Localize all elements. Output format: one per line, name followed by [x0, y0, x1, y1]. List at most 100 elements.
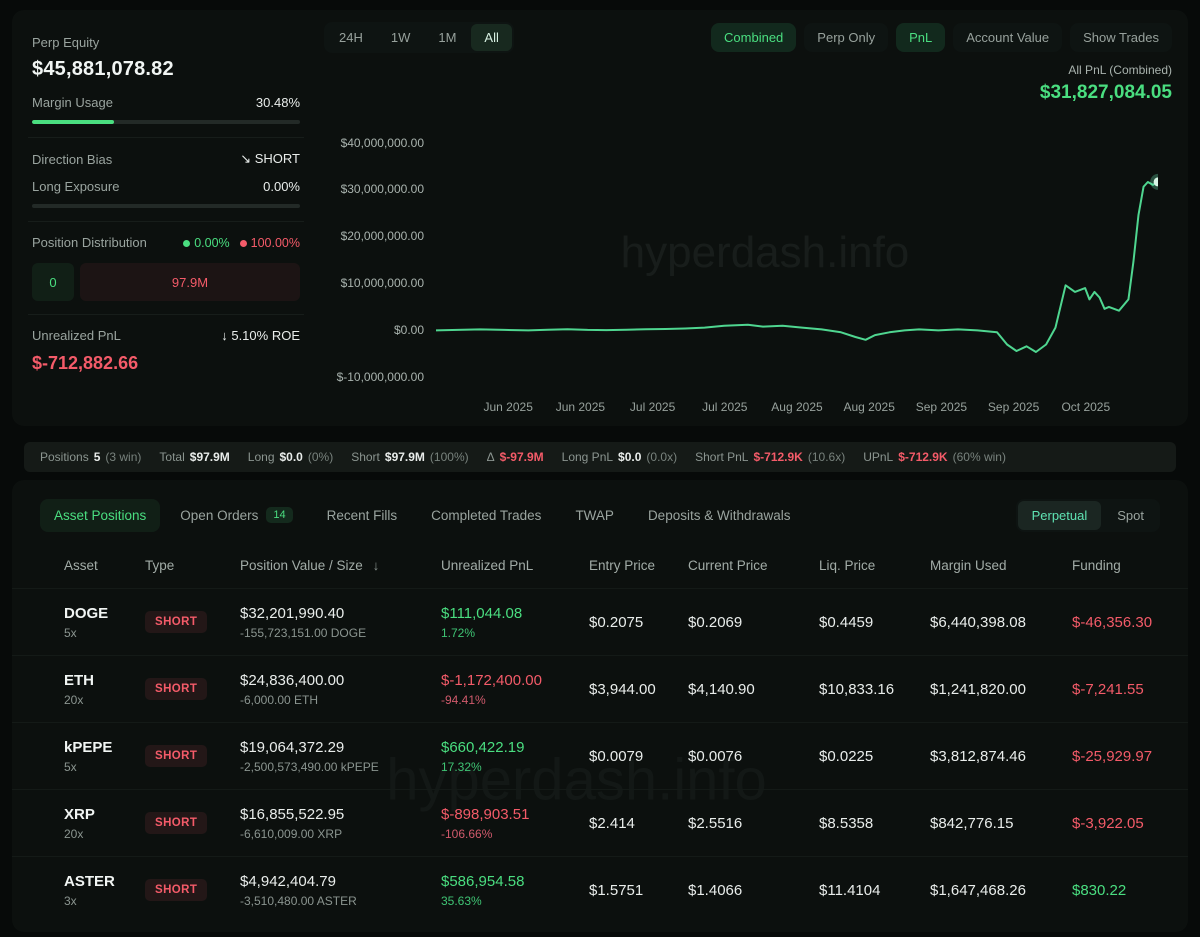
mode-button-account-value[interactable]: Account Value [953, 23, 1063, 52]
column-header-entry-price[interactable]: Entry Price [589, 557, 656, 573]
margin-used-cell: $6,440,398.08 [930, 613, 1026, 631]
unrealized-pnl-pct: -106.66% [441, 826, 493, 841]
short-arrow-icon: ↘ [240, 151, 252, 166]
stat-value: $0.0 [618, 450, 642, 464]
current-price-cell: $0.2069 [688, 613, 743, 631]
position-value: $19,064,372.29 [240, 738, 345, 756]
stat-suffix: (60% win) [952, 450, 1006, 464]
column-header-margin-used[interactable]: Margin Used [930, 557, 1007, 573]
asset-leverage: 20x [64, 692, 84, 707]
asset-leverage: 20x [64, 826, 84, 841]
entry-price-cell: $0.0079 [589, 747, 644, 765]
unrealized-pnl-label: Unrealized PnL [32, 328, 121, 343]
position-size: -6,610,009.00 XRP [240, 826, 343, 841]
unrealized-pnl-cell: $-898,903.51 -106.66% [441, 806, 589, 841]
pnl-line-chart [436, 173, 1158, 390]
column-header-unrealized-pnl[interactable]: Unrealized PnL [441, 557, 534, 573]
unrealized-pnl-section: Unrealized PnL ↓ 5.10% ROE $-712,882.66 [28, 315, 304, 387]
stat-suffix: (10.6x) [807, 450, 846, 464]
column-header-liq-price[interactable]: Liq. Price [819, 557, 876, 573]
tab-label: Recent Fills [326, 507, 398, 523]
toggle-perpetual[interactable]: Perpetual [1017, 500, 1102, 530]
y-axis-label: $40,000,000.00 [340, 135, 424, 150]
unrealized-pnl-pct: -94.41% [441, 692, 486, 707]
position-row-aster[interactable]: ASTER 3x SHORT $4,942,404.79 -3,510,480.00 A… [12, 856, 1188, 923]
position-size: -3,510,480.00 ASTER [240, 893, 357, 908]
unrealized-pnl-value: $660,422.19 [441, 738, 525, 756]
unrealized-pnl-pct: 35.63% [441, 893, 482, 908]
position-row-eth[interactable]: ETH 20x SHORT $24,836,400.00 -6,000.00 ETH $-… [12, 655, 1188, 722]
open-orders-count-badge: 14 [266, 507, 293, 523]
stat-value: $97.9M [384, 450, 425, 464]
type-cell: SHORT [145, 678, 240, 700]
tab-completed-trades[interactable]: Completed Trades [417, 499, 555, 532]
stat-value: 5 [93, 450, 101, 464]
range-tab-1m[interactable]: 1M [425, 24, 469, 51]
stat-item-δ: Δ $-97.9M [487, 450, 544, 464]
roe-value: ↓ 5.10% ROE [221, 328, 300, 343]
tab-deposits-withdrawals[interactable]: Deposits & Withdrawals [634, 499, 805, 532]
liq-price-cell: $10,833.16 [819, 680, 895, 698]
position-row-kpepe[interactable]: kPEPE 5x SHORT $19,064,372.29 -2,500,573,490… [12, 722, 1188, 789]
tab-twap[interactable]: TWAP [561, 499, 628, 532]
stat-label: Long PnL [561, 450, 614, 464]
distribution-legend: 0.00% 100.00% [183, 236, 300, 250]
current-price-cell: $1.4066 [688, 881, 743, 899]
mode-button-perp-only[interactable]: Perp Only [804, 23, 889, 52]
toggle-spot[interactable]: Spot [1103, 501, 1158, 530]
mode-button-combined[interactable]: Combined [711, 23, 797, 52]
unrealized-pnl-value: $-1,172,400.00 [441, 671, 542, 689]
perp-equity-section: Perp Equity $45,881,078.82 Margin Usage … [28, 22, 304, 138]
column-header-position-value-size[interactable]: Position Value / Size ↓ [240, 557, 380, 573]
down-arrow-icon: ↓ [221, 328, 228, 343]
tab-recent-fills[interactable]: Recent Fills [313, 499, 412, 532]
position-value-cell: $32,201,990.40 -155,723,151.00 DOGE [240, 605, 441, 640]
asset-leverage: 5x [64, 759, 77, 774]
mode-button-show-trades[interactable]: Show Trades [1070, 23, 1172, 52]
column-header-current-price[interactable]: Current Price [688, 557, 768, 573]
margin-usage-bar-fill [32, 120, 114, 124]
x-axis-label: Aug 2025 [843, 400, 895, 414]
long-exposure-bar [32, 204, 300, 208]
unrealized-pnl-cell: $-1,172,400.00 -94.41% [441, 672, 589, 707]
entry-price-cell: $0.2075 [589, 613, 644, 631]
stat-value: $-712.9K [753, 450, 803, 464]
range-tab-all[interactable]: All [471, 24, 512, 51]
asset-name: kPEPE [64, 738, 113, 756]
range-tab-1w[interactable]: 1W [378, 24, 424, 51]
tab-asset-positions[interactable]: Asset Positions [40, 498, 161, 532]
chart-endpoint-dot [1153, 177, 1158, 187]
range-tab-24h[interactable]: 24H [326, 24, 376, 51]
x-axis-label: Jul 2025 [702, 400, 748, 414]
account-summary-panel: Perp Equity $45,881,078.82 Margin Usage … [28, 22, 304, 418]
short-dist-legend: 100.00% [239, 236, 300, 250]
type-cell: SHORT [145, 745, 240, 767]
short-badge: SHORT [145, 678, 208, 700]
tab-label: Completed Trades [431, 507, 542, 523]
unrealized-pnl-value: $-898,903.51 [441, 805, 530, 823]
stat-item-long: Long $0.0 (0%) [248, 450, 333, 464]
column-header-asset[interactable]: Asset [64, 557, 98, 573]
positions-table-body: DOGE 5x SHORT $32,201,990.40 -155,723,151.00… [12, 588, 1188, 923]
column-header-type[interactable]: Type [145, 557, 175, 573]
position-row-xrp[interactable]: XRP 20x SHORT $16,855,522.95 -6,610,009.00 X… [12, 789, 1188, 856]
all-pnl-value: $31,827,084.05 [1039, 82, 1172, 103]
tab-open-orders[interactable]: Open Orders 14 [166, 498, 306, 532]
stat-item-long-pnl: Long PnL $0.0 (0.0x) [562, 450, 677, 464]
position-row-doge[interactable]: DOGE 5x SHORT $32,201,990.40 -155,723,151.00… [12, 588, 1188, 655]
funding-cell: $-3,922.05 [1072, 814, 1144, 832]
entry-price-cell: $2.414 [589, 814, 635, 832]
mode-button-pnl[interactable]: PnL [896, 23, 946, 52]
position-value-cell: $19,064,372.29 -2,500,573,490.00 kPEPE [240, 739, 441, 774]
funding-cell: $830.22 [1072, 881, 1127, 899]
pnl-chart[interactable]: hyperdash.info $40,000,000.00 $30,000,000… [324, 106, 1172, 418]
entry-price-cell: $1.5751 [589, 881, 644, 899]
y-axis-label: $0.00 [393, 323, 424, 338]
direction-bias-value: ↘ SHORT [240, 151, 300, 166]
column-header-funding[interactable]: Funding [1072, 557, 1121, 573]
funding-cell: $-46,356.30 [1072, 613, 1153, 631]
margin-usage-value: 30.48% [255, 95, 300, 110]
asset-cell: kPEPE 5x [64, 739, 145, 774]
stat-label: Long [247, 450, 275, 464]
stat-label: Short [351, 450, 380, 464]
